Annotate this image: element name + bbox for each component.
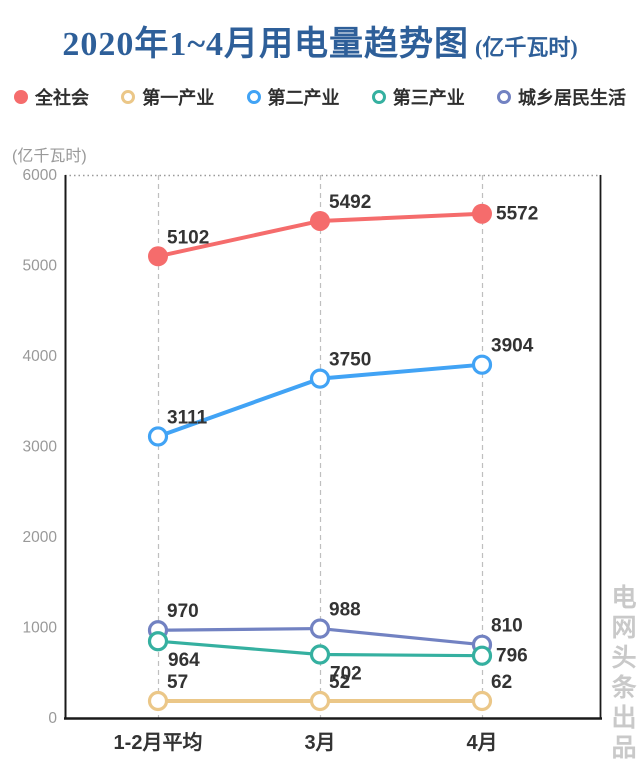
data-label: 3750 bbox=[329, 350, 371, 371]
legend-item-tertiary-industry[interactable]: 第三产业 bbox=[371, 84, 465, 110]
data-point bbox=[309, 368, 331, 389]
legend-label: 全社会 bbox=[35, 88, 89, 108]
data-point bbox=[147, 631, 169, 652]
y-axis-unit-label: (亿千瓦时) bbox=[12, 148, 87, 165]
chart-title-unit: (亿千瓦时) bbox=[475, 35, 578, 60]
legend-item-primary-industry[interactable]: 第一产业 bbox=[121, 84, 214, 110]
data-label: 3111 bbox=[167, 407, 208, 428]
legend-label: 城乡居民生活 bbox=[518, 88, 626, 108]
legend-marker-icon bbox=[371, 90, 386, 104]
legend-label: 第三产业 bbox=[392, 88, 465, 108]
y-axis-tick-label: 0 bbox=[48, 710, 57, 727]
data-label: 970 bbox=[167, 601, 199, 622]
data-label: 810 bbox=[491, 616, 523, 637]
data-point bbox=[148, 246, 168, 267]
data-label: 5572 bbox=[496, 204, 538, 225]
y-axis-tick-label: 4000 bbox=[23, 348, 58, 365]
data-point bbox=[472, 203, 492, 224]
data-point bbox=[309, 644, 331, 665]
data-point bbox=[147, 690, 169, 712]
legend-item-urban-rural-residents[interactable]: 城乡居民生活 bbox=[497, 84, 626, 110]
data-label: 5492 bbox=[329, 192, 371, 213]
data-point bbox=[471, 690, 493, 712]
y-axis-tick-label: 5000 bbox=[23, 258, 58, 275]
legend-marker-icon bbox=[121, 90, 136, 104]
data-label: 57 bbox=[167, 672, 188, 693]
data-label: 62 bbox=[491, 672, 512, 693]
data-point bbox=[310, 210, 330, 231]
data-label: 702 bbox=[330, 663, 362, 684]
data-label: 796 bbox=[496, 646, 528, 667]
data-point bbox=[471, 645, 493, 666]
data-point bbox=[309, 690, 331, 712]
legend-item-secondary-industry[interactable]: 第二产业 bbox=[246, 84, 340, 110]
data-point bbox=[147, 426, 169, 447]
data-label: 964 bbox=[168, 650, 200, 671]
data-label: 5102 bbox=[167, 227, 209, 248]
data-label: 3904 bbox=[491, 336, 534, 357]
legend-marker-icon bbox=[246, 90, 261, 104]
x-axis-label: 3月 bbox=[304, 732, 335, 754]
legend-marker-icon bbox=[14, 90, 28, 104]
y-axis-tick-label: 2000 bbox=[23, 529, 58, 546]
page-title: 2020年1~4月用电量趋势图 (亿千瓦时) bbox=[0, 16, 640, 65]
legend-label: 第二产业 bbox=[267, 88, 340, 108]
data-point bbox=[309, 618, 331, 639]
y-axis-tick-label: 1000 bbox=[23, 620, 58, 637]
y-axis-tick-label: 6000 bbox=[23, 167, 58, 184]
x-axis-label: 4月 bbox=[466, 732, 497, 754]
watermark-text: 电网头条出品 bbox=[608, 584, 635, 764]
x-axis-label: 1-2月平均 bbox=[114, 730, 203, 754]
y-axis-tick-label: 3000 bbox=[23, 439, 58, 456]
data-label: 988 bbox=[329, 600, 361, 621]
legend-marker-icon bbox=[497, 90, 511, 104]
legend-label: 第一产业 bbox=[142, 88, 215, 108]
legend: 全社会 第一产业 第二产业 第三产业 城乡居民生活 bbox=[0, 84, 640, 110]
data-point bbox=[471, 354, 493, 375]
chart-title: 2020年1~4月用电量趋势图 bbox=[62, 26, 470, 63]
data-label: 52 bbox=[329, 672, 350, 693]
legend-item-whole-society[interactable]: 全社会 bbox=[14, 84, 89, 110]
